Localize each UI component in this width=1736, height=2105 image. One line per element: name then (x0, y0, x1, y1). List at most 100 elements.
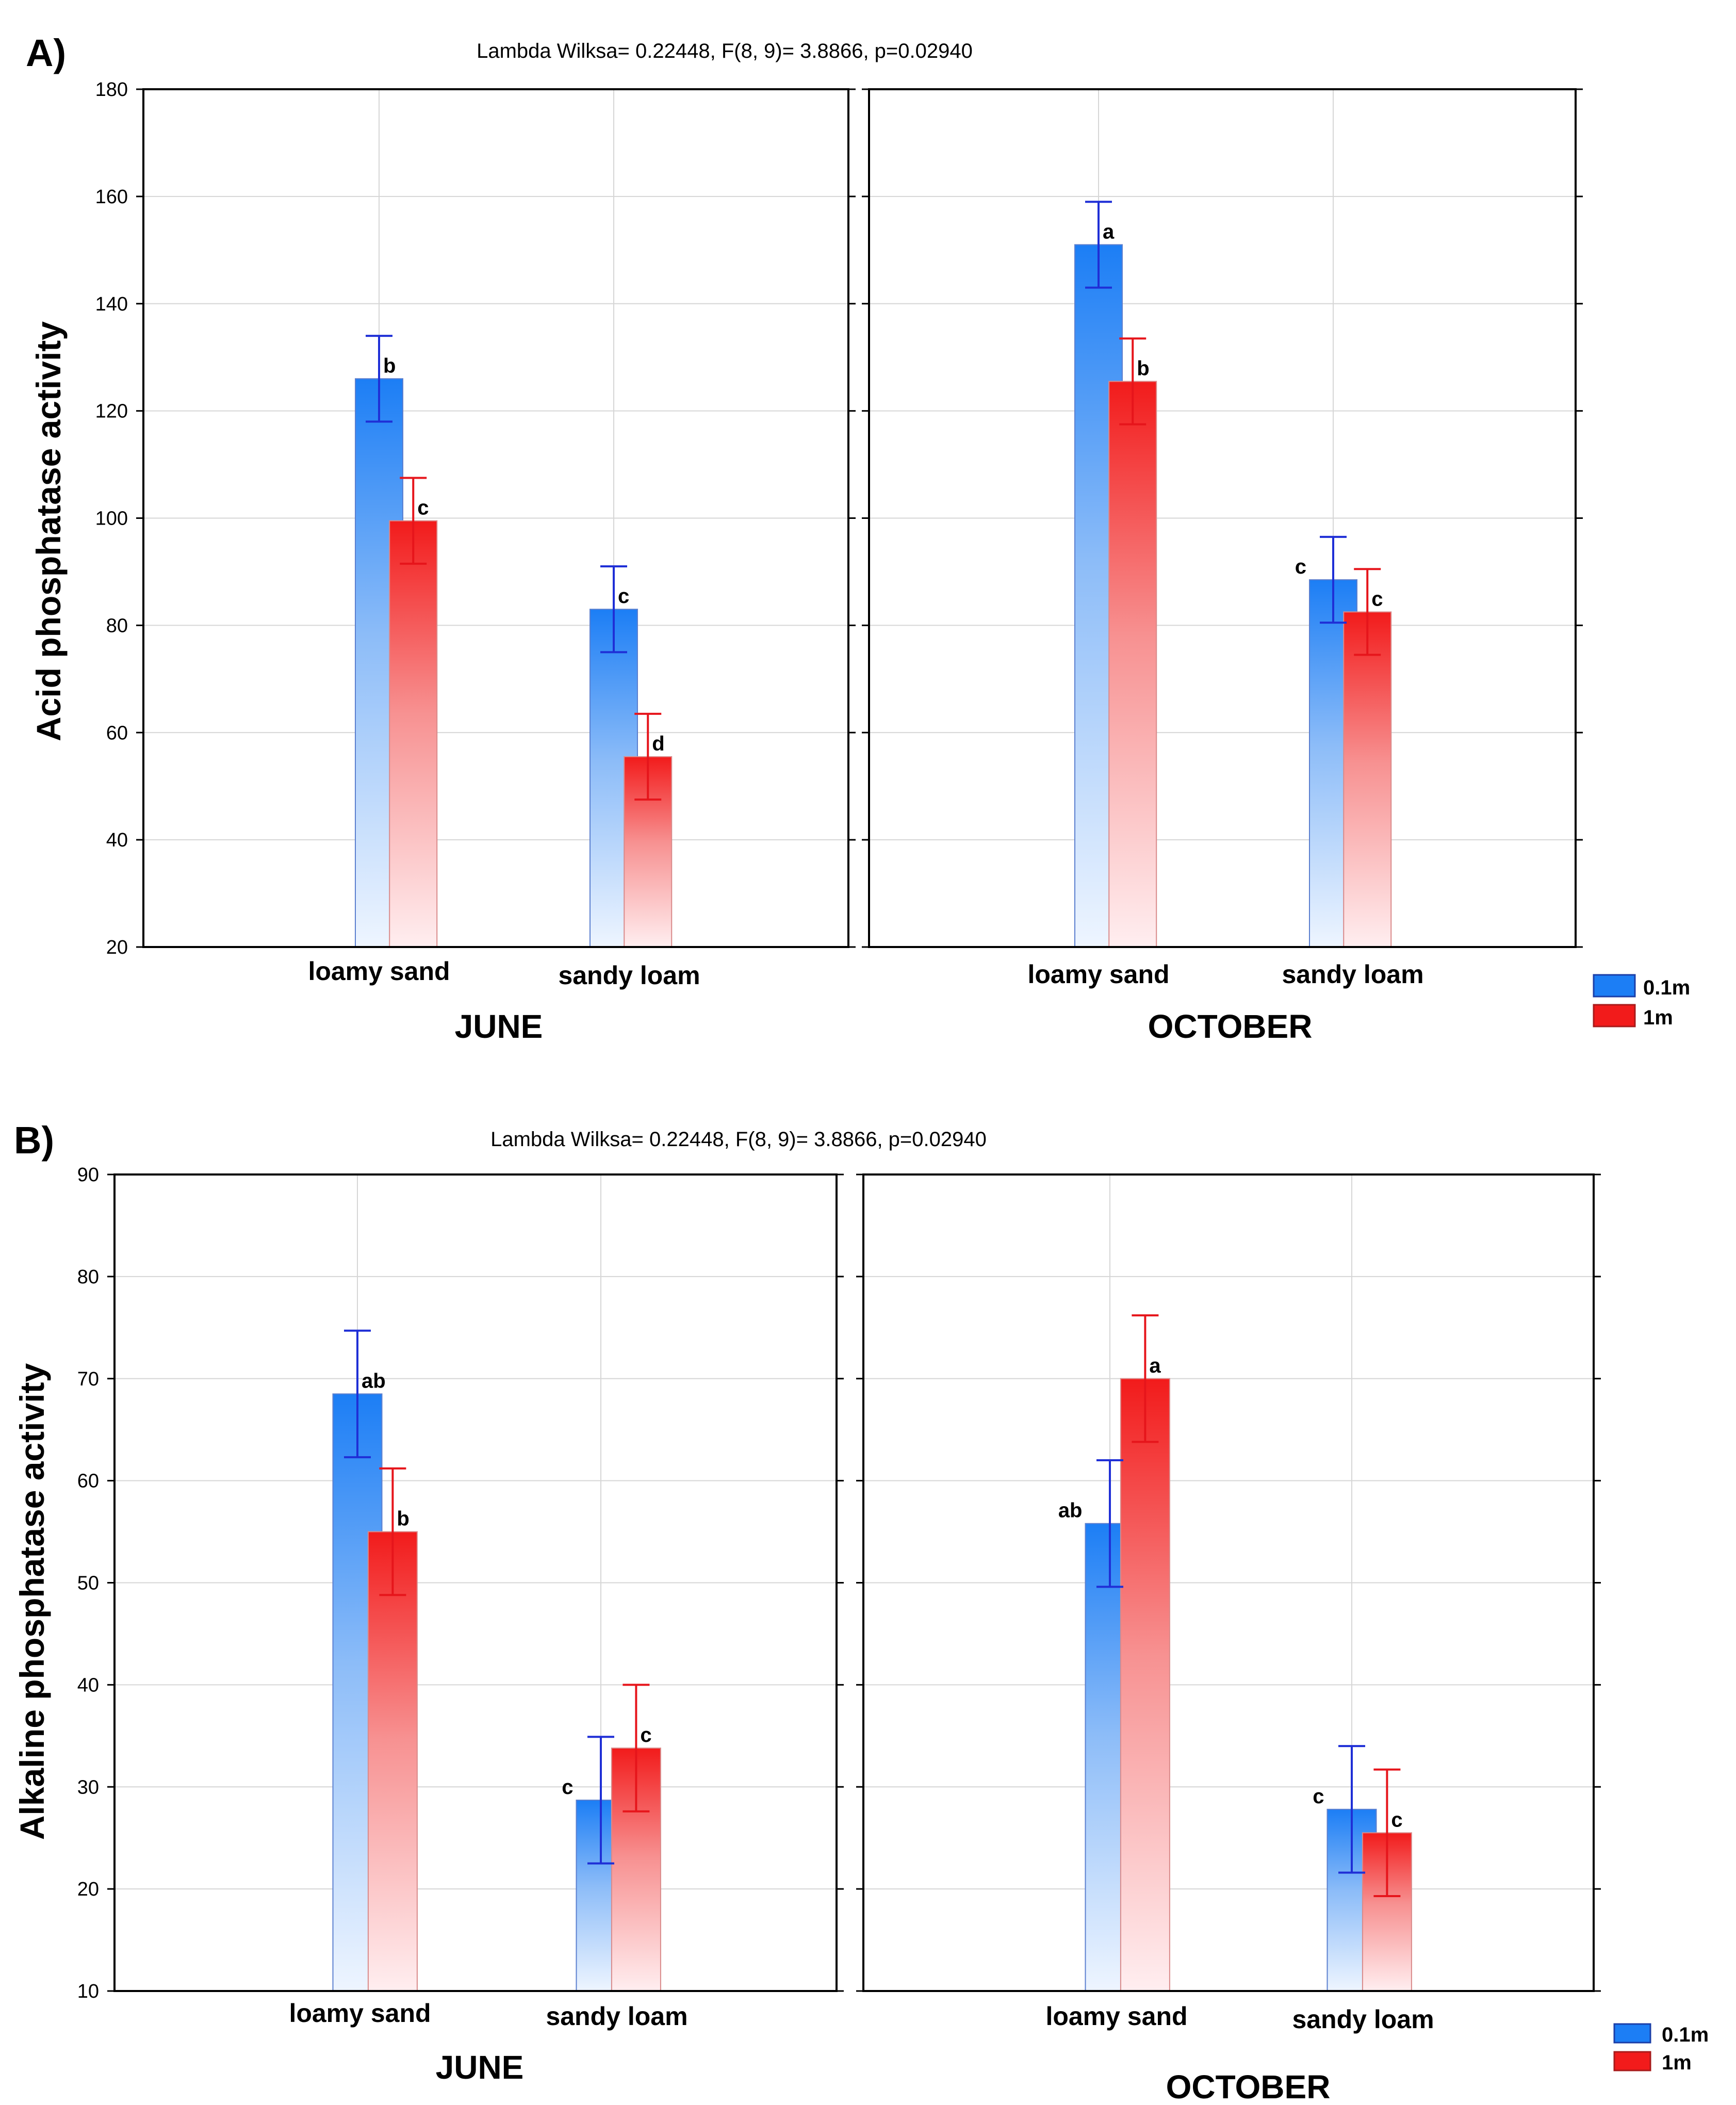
chart-b-legend: 0.1m 1m (1613, 2023, 1709, 2074)
y-tick-label-80: 80 (106, 615, 128, 637)
chart-a-acid-phosphatase: A) Lambda Wilksa= 0.22448, F(8, 9)= 3.88… (26, 31, 1690, 1045)
y-tick-label-50: 50 (77, 1573, 99, 1594)
x-tick-label-loamy-sand: loamy sand (1027, 960, 1169, 989)
significance-letter-october-sandy-loam-0-1m: c (1313, 1785, 1324, 1808)
grid (862, 88, 1583, 948)
significance-letter-june-loamy-sand-0-1m: ab (362, 1369, 386, 1392)
legend-label-0-1m: 0.1m (1662, 2024, 1709, 2046)
plot-frame (142, 88, 849, 948)
significance-letter-june-loamy-sand-0-1m: b (383, 354, 396, 377)
grid (856, 1173, 1601, 1992)
significance-letter-june-loamy-sand-1m: c (417, 497, 429, 519)
x-tick-label-sandy-loam: sandy loam (1282, 960, 1423, 989)
chart-b-stats-title: Lambda Wilksa= 0.22448, F(8, 9)= 3.8866,… (490, 1128, 987, 1151)
y-tick-label-160: 160 (95, 186, 128, 208)
significance-letter-october-loamy-sand-1m: b (1137, 357, 1149, 380)
error-bar-june-sandy-loam-0-1m (587, 1736, 614, 1865)
chart-b-y-tick-labels: 10 20 30 40 50 60 70 80 90 (77, 1164, 99, 2002)
chart-a-stats-title: Lambda Wilksa= 0.22448, F(8, 9)= 3.8866,… (477, 40, 973, 62)
chart-a-facet-june: b c c d loamy sand sandy loam JUNE (136, 88, 856, 1045)
error-bar-june-loamy-sand-0-1m (366, 335, 392, 423)
error-bars (1085, 201, 1381, 656)
error-bar-june-loamy-sand-0-1m (344, 1329, 371, 1459)
y-tick-label-40: 40 (106, 829, 128, 851)
x-tick-label-loamy-sand: loamy sand (1045, 2002, 1187, 2031)
significance-letter-october-sandy-loam-0-1m: c (1295, 556, 1306, 578)
error-bar-june-loamy-sand-1m (379, 1467, 406, 1596)
y-tick-label-90: 90 (77, 1164, 99, 1186)
legend-swatch-1m (1613, 2051, 1651, 2071)
legend-label-0-1m: 0.1m (1643, 976, 1690, 999)
significance-letter-october-loamy-sand-0-1m: a (1103, 220, 1115, 243)
bar-june-loamy-sand-1m (367, 1531, 418, 1992)
significance-letter-june-sandy-loam-0-1m: c (562, 1776, 573, 1799)
legend-swatch-0-1m (1593, 974, 1636, 998)
error-bar-october-loamy-sand-1m (1119, 337, 1147, 426)
significance-letter-june-sandy-loam-1m: d (652, 732, 664, 755)
error-bars (366, 335, 662, 801)
bars (332, 1393, 661, 1992)
significance-letter-june-sandy-loam-1m: c (640, 1724, 651, 1747)
plot-frame (862, 1173, 1595, 1992)
chart-b-alkaline-phosphatase: B) Lambda Wilksa= 0.22448, F(8, 9)= 3.88… (13, 1119, 1709, 2105)
y-tick-label-140: 140 (95, 293, 128, 315)
y-tick-label-100: 100 (95, 508, 128, 530)
error-bar-october-sandy-loam-1m (1354, 568, 1381, 656)
y-tick-label-20: 20 (77, 1879, 99, 1900)
plot-frame (113, 1173, 838, 1992)
facet-label-june: JUNE (455, 1008, 543, 1045)
chart-a-legend: 0.1m 1m (1593, 974, 1690, 1029)
error-bar-june-loamy-sand-1m (400, 477, 427, 565)
error-bar-october-loamy-sand-0-1m (1096, 1459, 1123, 1588)
chart-a-panel-label: A) (26, 31, 66, 74)
legend-label-1m: 1m (1662, 2051, 1692, 2074)
legend-swatch-1m (1593, 1004, 1636, 1027)
error-bar-october-sandy-loam-0-1m (1338, 1745, 1365, 1874)
chart-a-y-axis-label: Acid phosphatase activity (29, 321, 68, 742)
error-bar-october-loamy-sand-0-1m (1085, 201, 1112, 289)
y-tick-label-70: 70 (77, 1368, 99, 1390)
legend-swatch-0-1m (1613, 2023, 1651, 2044)
bar-october-loamy-sand-1m (1108, 381, 1157, 948)
error-bars (1096, 1314, 1401, 1897)
y-tick-label-10: 10 (77, 1981, 99, 2002)
significance-letters: b c c d (383, 354, 665, 755)
bars (1074, 244, 1392, 948)
bars (1085, 1378, 1412, 1992)
significance-letters: a c b c (1103, 220, 1383, 610)
significance-letter-october-loamy-sand-1m: a (1149, 1355, 1161, 1377)
x-tick-label-loamy-sand: loamy sand (308, 957, 450, 986)
facet-label-june: JUNE (436, 2049, 524, 2086)
y-tick-label-180: 180 (95, 79, 128, 101)
x-tick-label-sandy-loam: sandy loam (1292, 2005, 1434, 2034)
x-tick-label-sandy-loam: sandy loam (546, 2002, 687, 2031)
error-bar-october-loamy-sand-1m (1132, 1314, 1159, 1443)
significance-letter-october-sandy-loam-1m: c (1371, 588, 1383, 610)
y-tick-label-60: 60 (106, 722, 128, 744)
chart-a-facet-october: a c b c loamy sand sandy loam OCTOBER (862, 88, 1583, 1045)
chart-b-panel-label: B) (14, 1119, 54, 1162)
significance-letter-june-loamy-sand-1m: b (397, 1508, 409, 1530)
chart-b-facet-october: ab c a c loamy sand sandy loam OCTOBER (856, 1173, 1601, 2105)
y-tick-label-120: 120 (95, 401, 128, 422)
x-tick-label-sandy-loam: sandy loam (558, 961, 700, 990)
error-bar-october-sandy-loam-0-1m (1320, 535, 1347, 624)
y-tick-label-80: 80 (77, 1266, 99, 1288)
bar-october-sandy-loam-1m (1343, 611, 1392, 948)
y-tick-label-60: 60 (77, 1471, 99, 1492)
grid (136, 88, 856, 948)
significance-letter-october-sandy-loam-1m: c (1391, 1808, 1402, 1831)
significance-letters: ab c b c (362, 1369, 652, 1799)
error-bar-june-sandy-loam-1m (634, 712, 662, 801)
chart-b-y-axis-label: Alkaline phosphatase activity (13, 1363, 51, 1840)
significance-letter-october-loamy-sand-0-1m: ab (1058, 1499, 1083, 1522)
y-tick-label-30: 30 (77, 1776, 99, 1798)
legend-label-1m: 1m (1643, 1006, 1673, 1029)
error-bar-october-sandy-loam-1m (1373, 1768, 1401, 1897)
chart-b-facet-june: ab c b c loamy sand sandy loam JUNE (107, 1173, 844, 2086)
error-bar-june-sandy-loam-0-1m (600, 565, 627, 654)
error-bars (344, 1329, 650, 1865)
facet-label-october: OCTOBER (1166, 2068, 1331, 2105)
chart-a-y-tick-labels: 20 40 60 80 100 120 140 160 180 (95, 79, 128, 958)
